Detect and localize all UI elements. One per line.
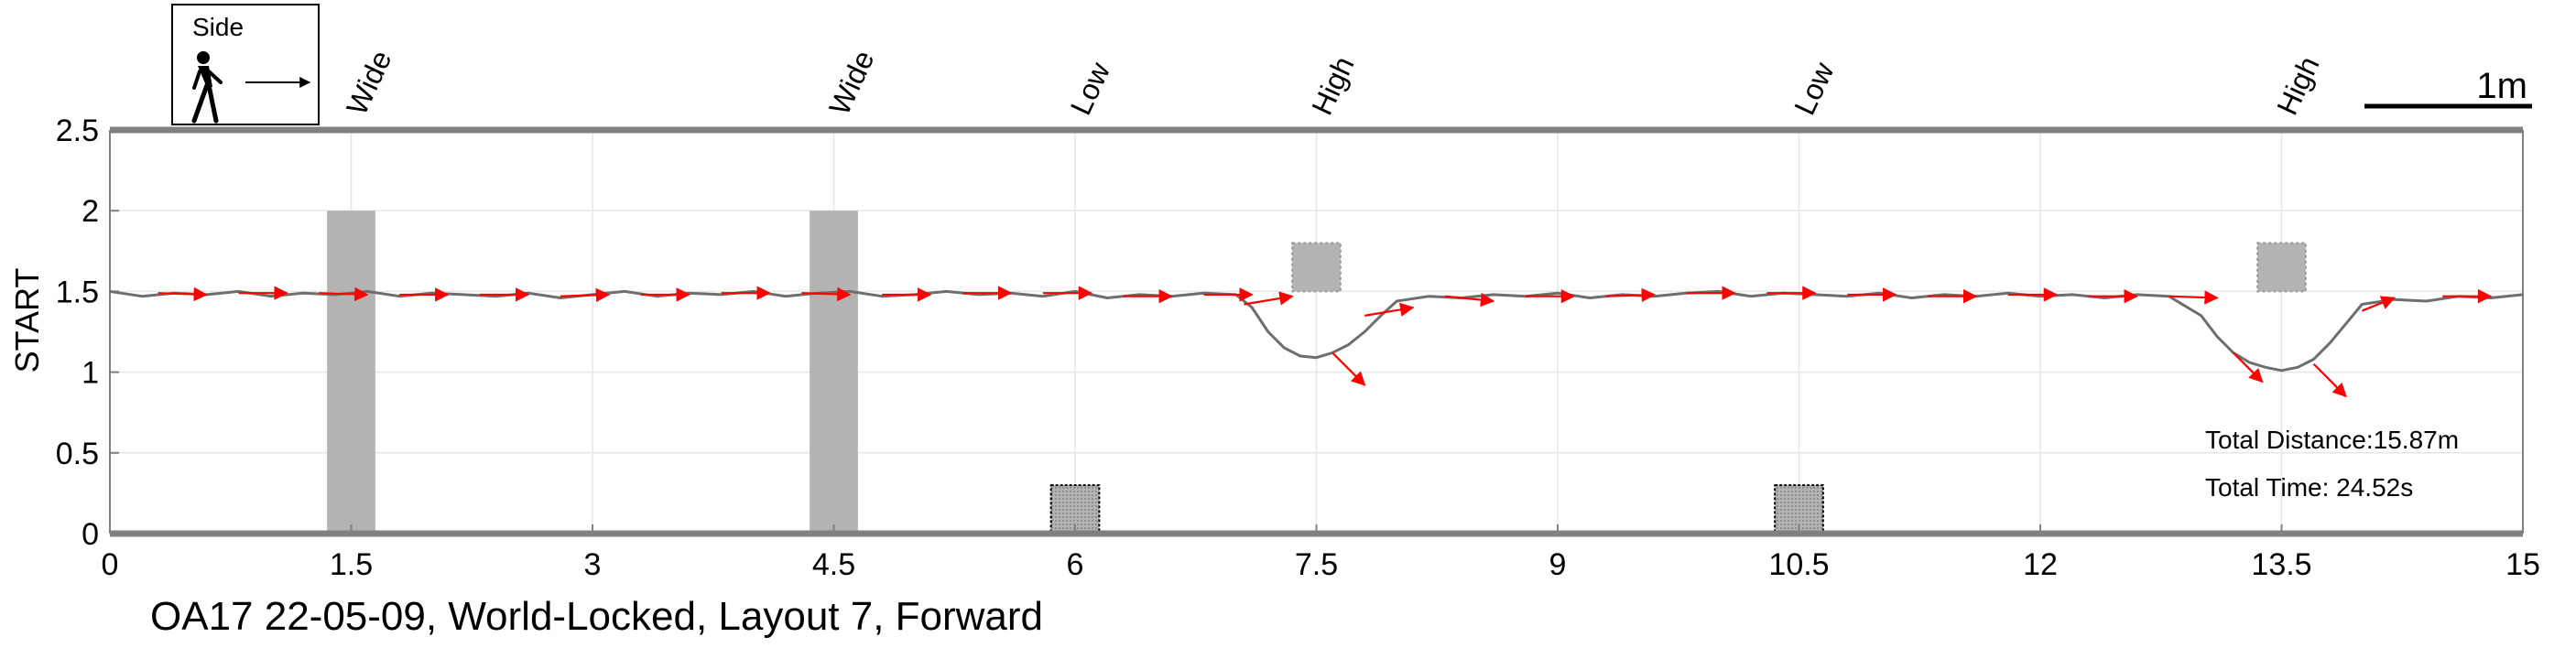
y-tick-label: 0.5	[56, 437, 99, 471]
obstacle-labels: Wide Wide Low High Low High	[340, 46, 2325, 120]
legend-label: Side	[192, 13, 244, 41]
x-tick-label: 9	[1549, 547, 1567, 582]
direction-arrow	[1244, 291, 1294, 306]
x-tick-label: 1.5	[330, 547, 373, 582]
direction-arrow	[158, 286, 208, 302]
scale-bar-label: 1m	[2476, 66, 2527, 106]
x-tick-label: 13.5	[2251, 547, 2311, 582]
walking-person-icon	[191, 51, 223, 124]
obstacle-label: High	[2270, 51, 2325, 120]
direction-arrow	[560, 287, 611, 303]
y-tick-label: 1	[82, 356, 99, 391]
axes: 0 1.5 3 4.5 6 7.5 9 10.5 12 13.5 15 0 0.5 1 1.5 2 2.5	[56, 113, 2540, 582]
obstacle-wide	[327, 211, 375, 534]
direction-arrow	[2168, 290, 2219, 305]
trajectory	[109, 289, 2524, 373]
x-tick-label: 3	[584, 547, 602, 582]
total-distance-annotation: Total Distance:15.87m	[2205, 426, 2459, 454]
total-time-annotation: Total Time: 24.52s	[2205, 473, 2413, 502]
direction-arrow	[1331, 351, 1366, 386]
x-tick-label: 7.5	[1295, 547, 1338, 582]
obstacles	[327, 211, 2307, 535]
x-tick-label: 12	[2023, 547, 2058, 582]
obstacle-label: Wide	[822, 46, 880, 120]
legend-box	[171, 4, 320, 125]
direction-arrows	[158, 286, 2493, 398]
side-view-legend: Side	[171, 4, 320, 125]
obstacle-high	[2256, 242, 2307, 293]
x-tick-label: 4.5	[812, 547, 855, 582]
scale-bar: 1m	[2364, 66, 2532, 109]
obstacle-wide	[810, 211, 858, 534]
y-tick-label: 2	[82, 194, 99, 229]
direction-arrow	[2233, 351, 2264, 383]
direction-arrow	[801, 286, 852, 302]
obstacle-label: Wide	[340, 46, 397, 120]
obstacle-label: Low	[1064, 57, 1117, 120]
x-tick-label: 15	[2505, 547, 2540, 582]
y-tick-label: 2.5	[56, 113, 99, 148]
direction-arrow	[2361, 296, 2396, 312]
x-tick-label: 10.5	[1768, 547, 1829, 582]
direction-arrow	[1444, 292, 1495, 308]
obstacle-high	[1291, 242, 1342, 293]
trajectory-line	[109, 289, 2524, 373]
direction-arrow	[1364, 302, 1415, 317]
direction-arrow	[2312, 363, 2347, 398]
y-axis-title: START	[8, 268, 46, 373]
obstacle-label: High	[1305, 51, 1360, 120]
chart-caption: OA17 22-05-09, World-Locked, Layout 7, F…	[150, 594, 1043, 639]
y-tick-label: 1.5	[56, 275, 99, 309]
direction-arrow	[319, 286, 369, 302]
x-tick-label: 6	[1067, 547, 1084, 582]
y-tick-label: 0	[82, 517, 99, 552]
grid	[109, 129, 2524, 535]
obstacle-label: Low	[1788, 57, 1841, 120]
direction-arrow	[1605, 287, 1656, 303]
x-tick-label: 0	[102, 547, 119, 582]
